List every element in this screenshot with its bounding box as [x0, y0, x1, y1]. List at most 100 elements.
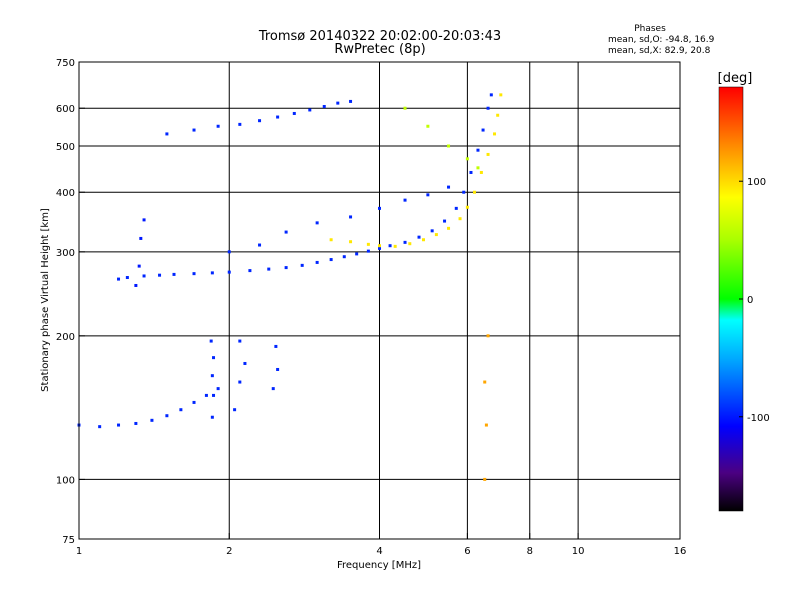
data-point	[150, 418, 154, 422]
data-point	[192, 272, 196, 276]
data-point	[267, 267, 271, 271]
data-point	[258, 119, 262, 123]
y-tick-label: 200	[56, 332, 75, 343]
data-point	[308, 108, 312, 112]
data-point	[454, 206, 458, 210]
data-point	[393, 244, 397, 248]
data-point	[172, 272, 176, 276]
data-point	[417, 235, 421, 239]
data-point	[248, 269, 252, 273]
data-point	[489, 93, 493, 97]
data-point	[378, 244, 381, 248]
data-point	[276, 367, 280, 371]
colorbar	[718, 86, 744, 512]
data-point	[210, 374, 214, 378]
data-point	[165, 414, 169, 418]
y-tick-label: 500	[56, 142, 75, 153]
data-point	[292, 111, 296, 115]
data-point	[447, 144, 451, 148]
y-tick-label: 300	[56, 248, 75, 259]
grid-lines	[79, 62, 680, 539]
data-point	[192, 128, 196, 132]
data-point	[408, 242, 412, 246]
data-point	[366, 242, 370, 246]
data-points	[77, 93, 503, 481]
data-point	[125, 276, 129, 280]
data-point	[355, 252, 359, 256]
data-point	[336, 101, 340, 105]
data-point	[426, 193, 430, 197]
data-point	[434, 233, 438, 237]
data-point	[342, 255, 346, 259]
data-point	[210, 415, 214, 419]
data-point	[258, 243, 262, 247]
data-point	[134, 283, 138, 287]
data-point	[216, 387, 220, 391]
data-point	[476, 148, 480, 152]
data-point	[212, 356, 216, 360]
stats-x-mode: mean, sd,X: 82.9, 20.8	[608, 46, 711, 56]
data-point	[315, 221, 319, 225]
data-point	[300, 263, 304, 267]
data-point	[378, 246, 381, 250]
data-point	[484, 423, 488, 427]
data-point	[458, 217, 462, 221]
data-point	[315, 260, 319, 264]
data-point	[447, 226, 451, 230]
data-point	[243, 361, 247, 365]
data-point	[117, 423, 121, 427]
data-point	[134, 421, 138, 425]
data-point	[329, 258, 333, 262]
data-point	[209, 339, 213, 343]
data-point	[158, 273, 162, 277]
data-point	[142, 274, 146, 278]
x-tick-label: 2	[226, 546, 232, 557]
colorbar-tick-label: 100	[747, 177, 766, 188]
data-point	[238, 380, 242, 384]
data-point	[403, 198, 407, 202]
data-point	[486, 106, 490, 110]
data-point	[481, 128, 485, 132]
data-point	[137, 264, 141, 268]
data-point	[472, 190, 476, 194]
data-point	[483, 477, 487, 481]
chart-title: Tromsø 20140322 20:02:00-20:03:43	[258, 29, 501, 44]
x-tick-label: 8	[527, 546, 533, 557]
data-point	[479, 170, 483, 174]
data-point	[210, 271, 214, 275]
x-tick-label: 4	[376, 546, 382, 557]
x-tick-label: 10	[572, 546, 585, 557]
data-point	[486, 334, 490, 338]
data-point	[469, 170, 473, 174]
data-point	[227, 270, 231, 274]
data-point	[430, 229, 434, 233]
y-tick-label: 400	[56, 188, 75, 199]
data-point	[349, 215, 353, 219]
data-point	[192, 400, 196, 404]
data-point	[322, 105, 326, 109]
x-tick-label: 16	[674, 546, 687, 557]
data-point	[403, 106, 407, 110]
data-point	[98, 425, 102, 429]
data-point	[233, 408, 237, 412]
y-tick-label: 600	[56, 104, 75, 115]
data-point	[204, 393, 208, 397]
y-tick-label: 75	[62, 535, 75, 546]
colorbar-label: [deg]	[718, 71, 753, 86]
data-point	[142, 218, 146, 222]
stats-heading: Phases	[634, 24, 666, 34]
chart-subtitle: RwPretec (8p)	[334, 42, 425, 57]
data-point	[421, 238, 425, 242]
data-point	[271, 387, 275, 391]
data-point	[465, 157, 469, 161]
data-point	[349, 240, 353, 244]
data-point	[378, 206, 381, 210]
data-point	[238, 339, 242, 343]
data-point	[443, 219, 447, 223]
data-point	[117, 277, 121, 281]
y-tick-label: 100	[56, 475, 75, 486]
colorbar-tick-label: -100	[747, 413, 770, 424]
data-point	[276, 115, 280, 119]
data-point	[465, 205, 469, 209]
x-tick-label: 6	[464, 546, 470, 557]
